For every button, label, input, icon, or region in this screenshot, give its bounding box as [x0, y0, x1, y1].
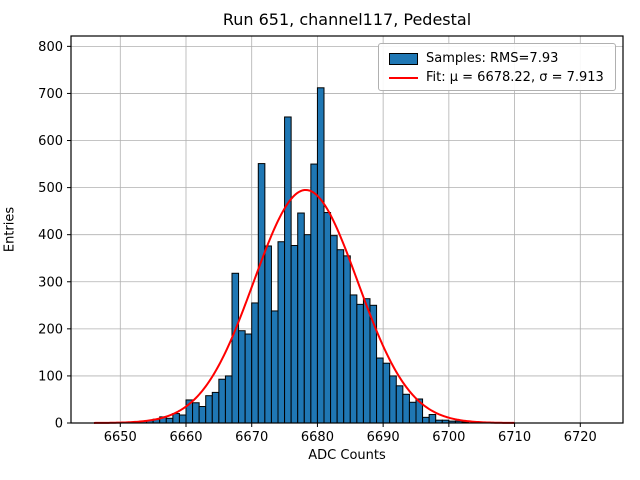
x-tick-label: 6680 — [301, 430, 334, 445]
histogram-bar — [362, 298, 371, 424]
histogram-bar — [290, 245, 299, 424]
legend-entry-fit: Fit: μ = 6678.22, σ = 7.913 — [389, 68, 607, 87]
histogram-bar — [395, 385, 404, 424]
histogram-bar — [277, 241, 286, 424]
histogram-bar — [270, 310, 279, 424]
y-tick-label: 200 — [38, 322, 63, 337]
histogram-bar — [264, 245, 272, 424]
y-tick-label: 700 — [38, 87, 63, 102]
axes — [70, 35, 624, 424]
histogram-bar — [428, 414, 437, 424]
histogram-bar — [422, 416, 430, 424]
y-tick-label: 600 — [38, 134, 63, 149]
x-axis-label: ADC Counts — [308, 448, 386, 463]
histogram-bar — [224, 375, 233, 424]
y-axis: 0 100 200 300 400 500 600 700 800 — [38, 40, 71, 432]
fit-line — [93, 188, 515, 424]
plot-border — [70, 35, 624, 424]
histogram-bars — [126, 87, 470, 424]
histogram-bar — [343, 255, 351, 424]
histogram-bar — [257, 163, 266, 424]
histogram-swatch-icon — [389, 52, 418, 65]
histogram-bar — [376, 357, 384, 424]
x-axis: 6650 6660 6670 6680 6690 6700 6710 6720 — [104, 423, 597, 445]
legend: Samples: RMS=7.93 Fit: μ = 6678.22, σ = … — [378, 43, 616, 91]
histogram-bar — [251, 302, 259, 424]
histogram-bar — [356, 303, 364, 424]
x-tick-label: 6690 — [367, 430, 400, 445]
grid — [71, 36, 623, 424]
histogram-bar — [198, 406, 207, 424]
histogram-bar — [244, 333, 253, 424]
x-tick-label: 6720 — [564, 430, 597, 445]
histogram-bar — [218, 378, 226, 424]
histogram-bar — [402, 393, 410, 424]
x-tick-label: 6670 — [235, 430, 268, 445]
y-tick-label: 300 — [38, 275, 63, 290]
y-axis-label: Entries — [2, 206, 18, 253]
histogram-bar — [192, 402, 200, 424]
histogram-bar — [408, 401, 417, 424]
histogram-bar — [310, 163, 318, 424]
histogram-bar — [316, 87, 325, 424]
histogram-bar — [284, 116, 292, 424]
histogram-bar — [205, 395, 213, 424]
legend-entry-samples: Samples: RMS=7.93 — [389, 49, 607, 68]
histogram-bar — [172, 413, 180, 424]
x-tick-label: 6660 — [169, 430, 202, 445]
histogram-bar — [238, 330, 246, 424]
histogram-bar — [303, 234, 312, 424]
histogram-bar — [211, 391, 220, 424]
y-tick-label: 400 — [38, 228, 63, 243]
histogram-bar — [231, 272, 240, 424]
fit-curve — [93, 188, 515, 424]
y-tick-label: 500 — [38, 181, 63, 196]
histogram-bar — [165, 417, 174, 424]
chart-title: Run 651, channel117, Pedestal — [222, 10, 472, 29]
histogram-bar — [349, 294, 358, 424]
legend-fit-label: Fit: μ = 6678.22, σ = 7.913 — [426, 70, 604, 85]
y-tick-label: 100 — [38, 369, 63, 384]
histogram-bar — [382, 362, 391, 424]
x-tick-label: 6650 — [104, 430, 137, 445]
histogram-bar — [330, 235, 338, 424]
histogram-bar — [297, 212, 305, 424]
x-tick-label: 6710 — [498, 430, 531, 445]
legend-samples-label: Samples: RMS=7.93 — [426, 51, 559, 66]
histogram-bar — [389, 375, 397, 424]
histogram-bar — [336, 249, 345, 424]
x-tick-label: 6700 — [432, 430, 465, 445]
y-tick-label: 0 — [55, 417, 63, 432]
histogram-bar — [178, 414, 187, 424]
y-tick-label: 800 — [38, 40, 63, 55]
histogram-bar — [323, 212, 332, 424]
fit-line-swatch-icon — [389, 76, 418, 79]
